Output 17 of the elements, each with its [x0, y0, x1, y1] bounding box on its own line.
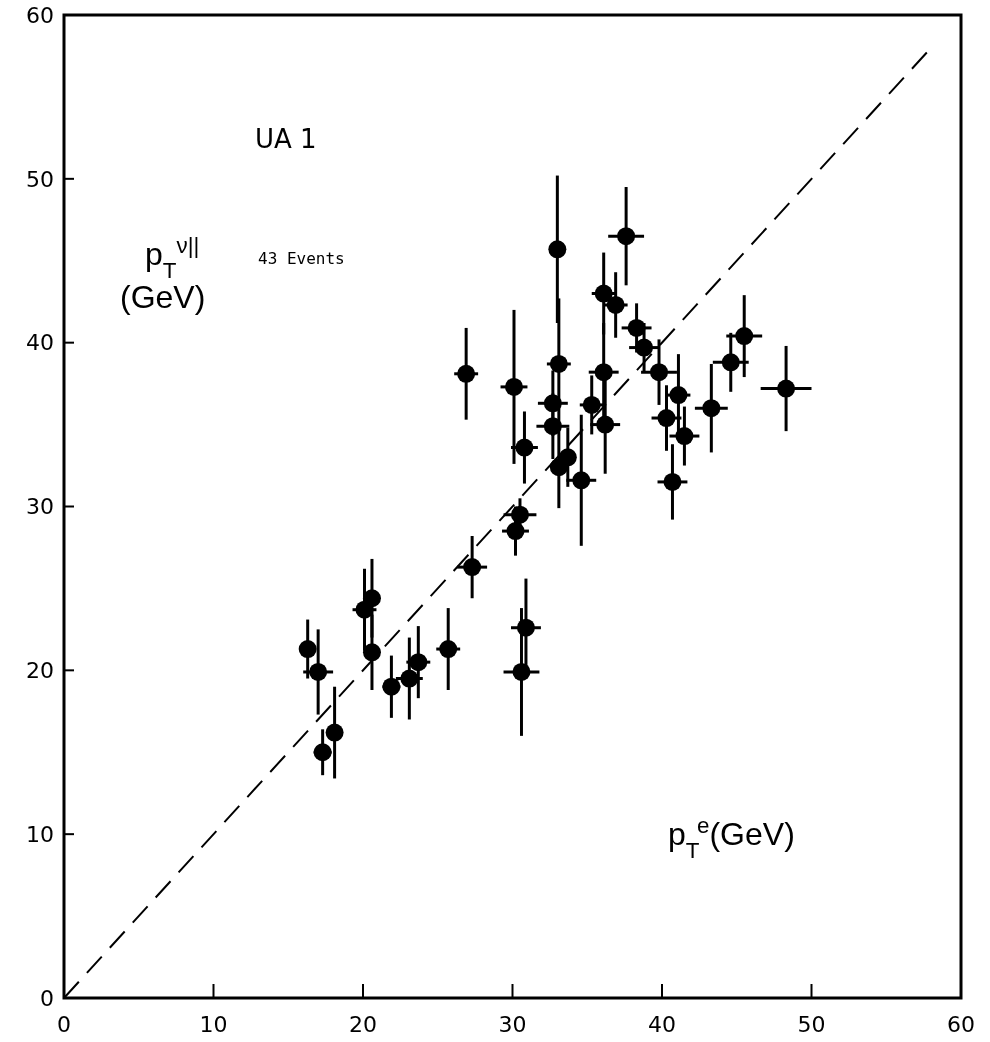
- y-tick-label: 60: [26, 2, 54, 28]
- x-tick-label: 40: [648, 1012, 676, 1037]
- x-tick-label: 10: [199, 1012, 228, 1037]
- y-tick-label: 0: [40, 985, 54, 1011]
- annotation: UA 1: [255, 124, 317, 154]
- y-tick-label: 50: [26, 166, 54, 192]
- y-tick-label: 30: [26, 494, 54, 520]
- x-tick-label: 20: [349, 1012, 377, 1037]
- y-tick-label: 10: [26, 821, 54, 847]
- annotation: 43 Events: [258, 249, 345, 268]
- x-tick-label: 30: [498, 1012, 527, 1037]
- x-tick-label: 60: [947, 1012, 975, 1037]
- x-axis-title: p$_{T}$$^{e}$(GeV): [668, 812, 795, 863]
- x-tick-label: 0: [57, 1012, 71, 1037]
- x-tick-label: 50: [797, 1012, 826, 1037]
- y-tick-label: 40: [26, 330, 54, 356]
- y-tick-label: 20: [26, 658, 54, 684]
